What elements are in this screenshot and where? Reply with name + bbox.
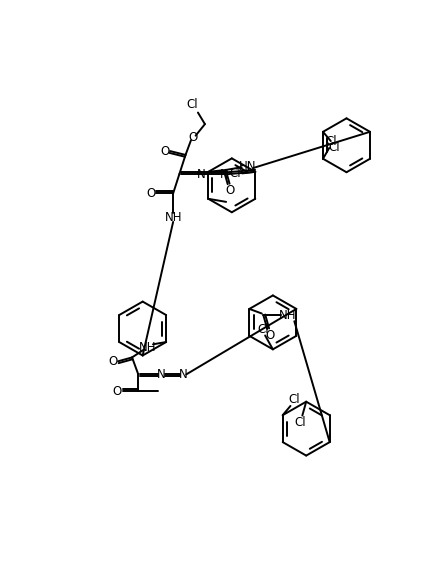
Text: O: O	[265, 328, 274, 341]
Text: Cl: Cl	[326, 135, 337, 149]
Text: NH: NH	[278, 308, 296, 321]
Text: O: O	[109, 354, 118, 368]
Text: N: N	[220, 168, 229, 180]
Text: NH: NH	[164, 211, 182, 224]
Text: Cl: Cl	[288, 393, 300, 406]
Text: N: N	[179, 368, 188, 381]
Text: NH: NH	[139, 341, 156, 354]
Text: N: N	[197, 168, 206, 180]
Text: O: O	[225, 184, 235, 197]
Text: Cl: Cl	[328, 141, 340, 154]
Text: O: O	[113, 385, 122, 398]
Text: O: O	[161, 145, 170, 158]
Text: N: N	[157, 368, 166, 381]
Text: HN: HN	[239, 160, 257, 173]
Text: Cl: Cl	[294, 416, 306, 429]
Text: Cl: Cl	[257, 323, 269, 336]
Text: O: O	[189, 131, 198, 145]
Text: Cl: Cl	[229, 167, 241, 180]
Text: Cl: Cl	[187, 98, 198, 112]
Text: O: O	[147, 187, 156, 200]
